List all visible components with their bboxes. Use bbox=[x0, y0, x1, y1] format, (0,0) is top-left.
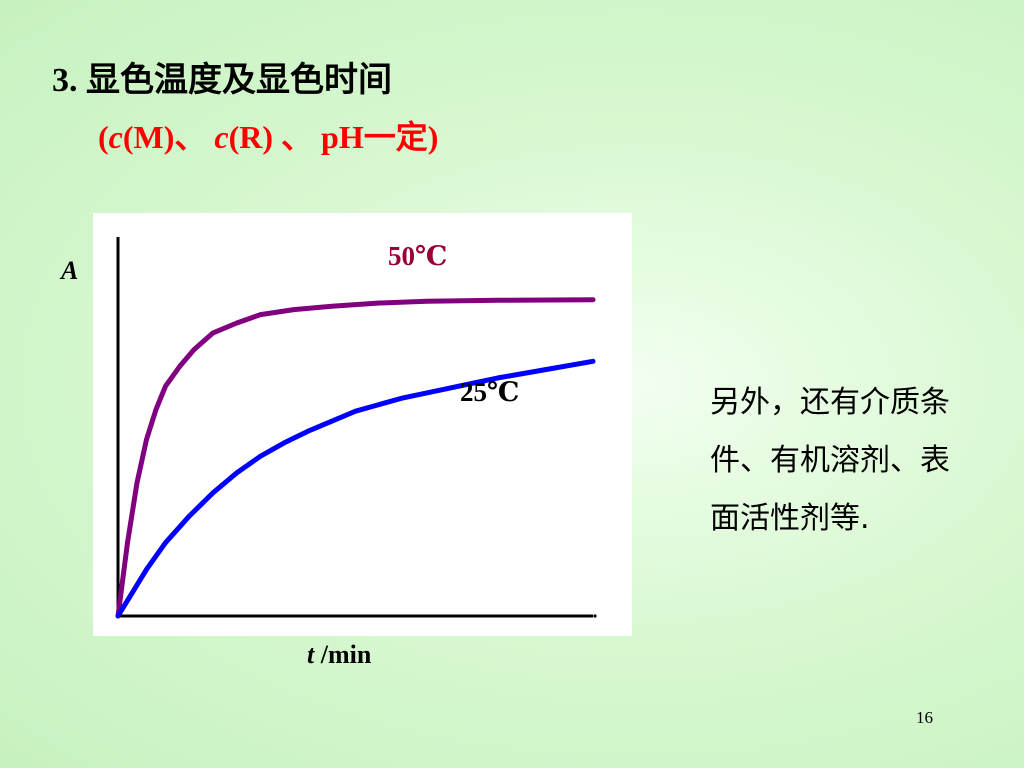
chart-svg: 50℃ 25℃ bbox=[115, 237, 597, 619]
series-line-25c bbox=[115, 358, 596, 619]
series-label-25c: 25℃ bbox=[460, 377, 519, 407]
slide-subtitle: (c(M)、 c(R) 、 pH一定) bbox=[98, 112, 438, 158]
series-line-50c bbox=[115, 297, 596, 619]
series-layer bbox=[115, 297, 596, 619]
x-axis-end-mark bbox=[593, 614, 597, 618]
page-number: 16 bbox=[916, 708, 933, 727]
subtitle-c-metal: c bbox=[108, 119, 123, 155]
y-axis-label: A bbox=[61, 256, 79, 285]
chart-area: 50℃ 25℃ bbox=[93, 213, 632, 636]
x-axis-unit: /min bbox=[314, 640, 372, 669]
x-axis-variable: t bbox=[307, 640, 315, 669]
subtitle-open-paren: ( bbox=[98, 119, 109, 155]
slide-title: 3. 显色温度及显色时间 bbox=[52, 62, 392, 99]
subtitle-c-reagent: c bbox=[214, 119, 229, 155]
x-axis-label: t /min bbox=[307, 640, 371, 670]
side-note: 另外，还有介质条件、有机溶剂、表面活性剂等. bbox=[710, 385, 950, 536]
subtitle-metal: (M)、 bbox=[122, 119, 215, 155]
series-label-50c: 50℃ bbox=[388, 241, 447, 271]
subtitle-reagent-ph: (R) 、 pH一定) bbox=[228, 119, 439, 155]
